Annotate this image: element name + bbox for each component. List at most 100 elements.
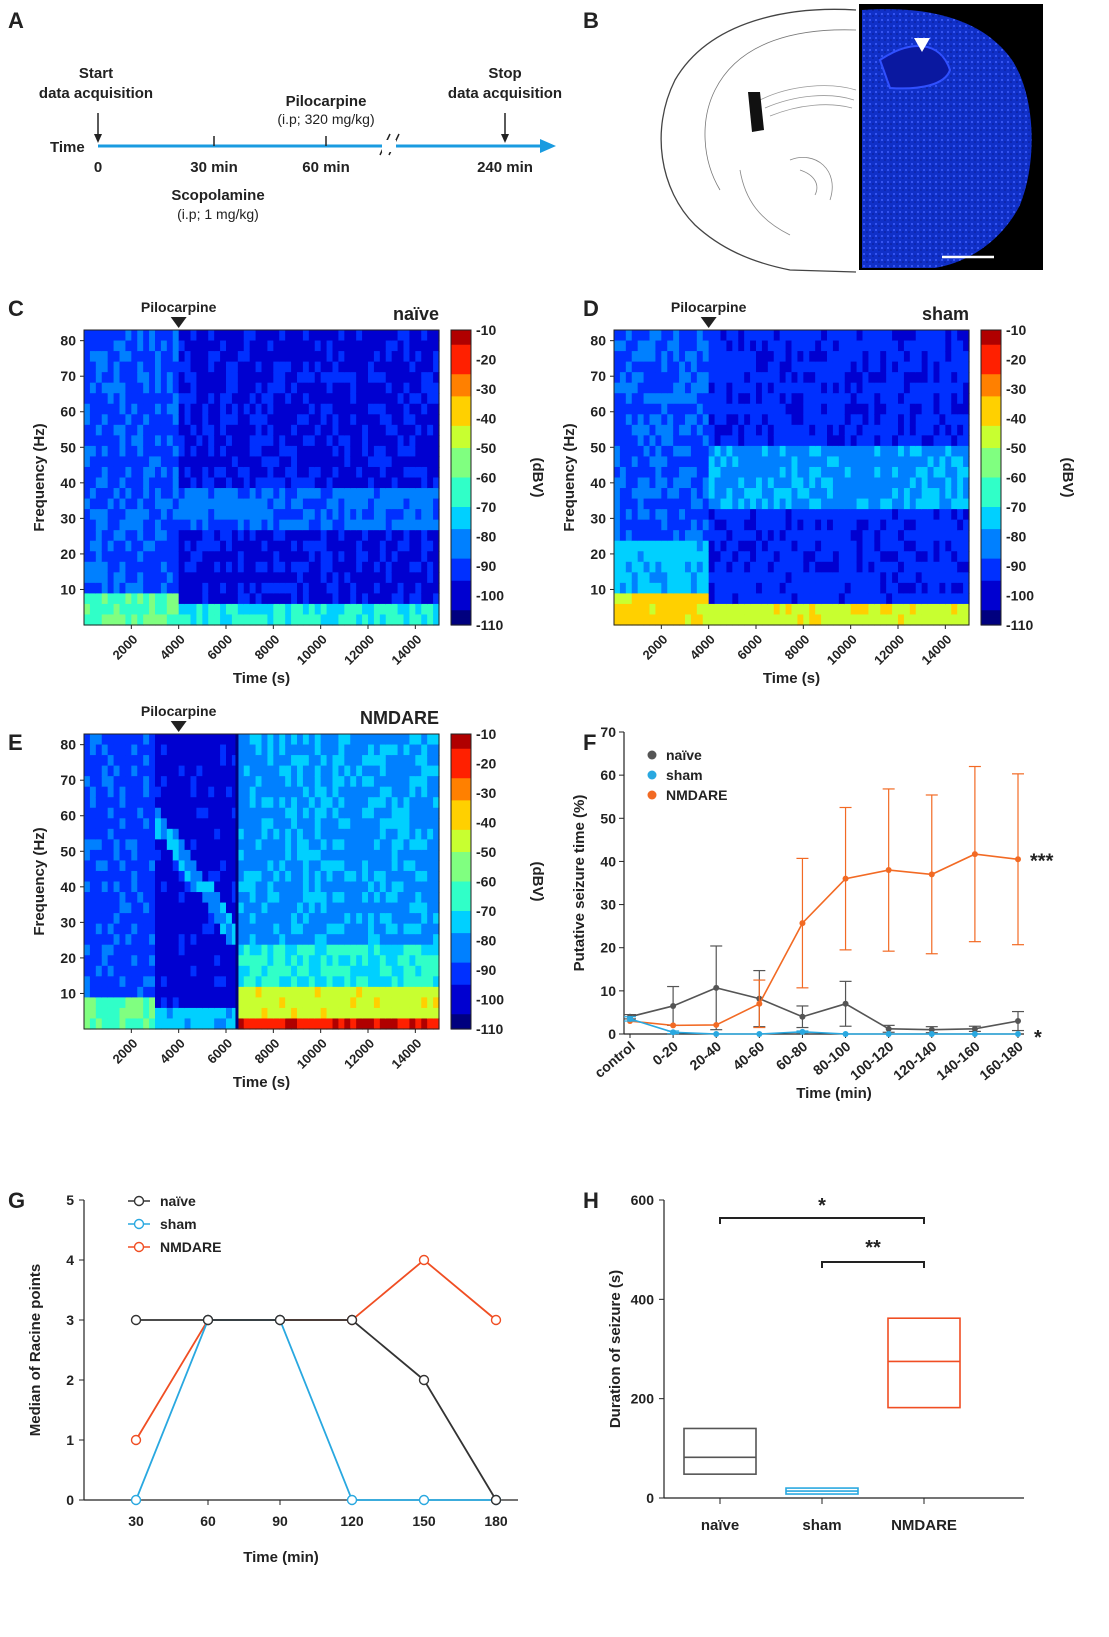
- spectrogram-cell: [750, 372, 757, 384]
- spectrogram-cell: [433, 340, 440, 352]
- spectrogram-cell: [237, 849, 245, 862]
- spectrogram-cell: [673, 498, 680, 510]
- spectrogram-cell: [338, 744, 345, 756]
- spectrogram-cell: [302, 744, 310, 756]
- start-label-line1: Start: [79, 65, 113, 82]
- spectrogram-cell: [409, 509, 416, 521]
- spectrogram-cell: [95, 734, 103, 746]
- spectrogram-cell: [184, 744, 192, 756]
- spectrogram-cell: [779, 509, 787, 521]
- spectrogram-cell: [957, 330, 964, 342]
- spectrogram-cell: [356, 593, 363, 605]
- spectrogram-cell: [350, 839, 357, 851]
- spectrogram-cell: [344, 530, 351, 542]
- colorbar-segment: [981, 366, 1001, 375]
- spectrogram-cell: [297, 403, 304, 415]
- spectrogram-cell: [291, 892, 298, 904]
- spectrogram-cell: [903, 403, 911, 415]
- spectrogram-cell: [137, 340, 144, 352]
- spectrogram-cell: [255, 744, 263, 756]
- spectrogram-cell: [915, 445, 923, 458]
- colorbar-segment: [451, 462, 471, 471]
- spectrogram-cell: [184, 839, 192, 851]
- spectrogram-cell: [631, 330, 639, 342]
- spectrogram-cell: [338, 923, 345, 935]
- spectrogram-cell: [821, 393, 828, 405]
- spectrogram-cell: [166, 351, 174, 363]
- spectrogram-cell: [160, 403, 168, 415]
- spectrogram-cell: [208, 1007, 215, 1020]
- spectrogram-cell: [874, 509, 881, 521]
- spectrogram-cell: [196, 776, 203, 788]
- spectrogram-cell: [202, 551, 209, 563]
- spectrogram-cell: [166, 997, 174, 1009]
- spectrogram-cell: [356, 976, 363, 988]
- spectrogram-cell: [166, 807, 174, 819]
- spectrogram-cell: [137, 986, 144, 998]
- spectrogram-cell: [149, 351, 156, 363]
- spectrogram-cell: [107, 393, 115, 405]
- spectrogram-cell: [326, 509, 334, 521]
- spectrogram-cell: [119, 1007, 127, 1020]
- spectrogram-cell: [89, 414, 97, 426]
- spectrogram-cell: [767, 603, 775, 616]
- spectrogram-cell: [696, 561, 704, 573]
- spectrogram-cell: [119, 913, 127, 925]
- spectrogram-cell: [732, 509, 739, 521]
- spectrogram-cell: [892, 540, 899, 552]
- spectrogram-cell: [744, 351, 751, 363]
- spectrogram-cell: [308, 913, 316, 925]
- spectrogram-cell: [844, 509, 852, 521]
- spectrogram-cell: [202, 530, 209, 542]
- spectrogram-cell: [909, 393, 917, 405]
- spectrogram-cell: [261, 477, 269, 489]
- spectrogram-cell: [827, 540, 834, 552]
- spectrogram-cell: [874, 372, 881, 384]
- spectrogram-cell: [915, 456, 923, 468]
- spectrogram-cell: [308, 414, 316, 426]
- spectrogram-cell: [326, 923, 334, 935]
- spectrogram-cell: [155, 955, 162, 967]
- spectrogram-cell: [391, 382, 399, 394]
- spectrogram-cell: [202, 456, 209, 468]
- spectrogram-cell: [89, 393, 97, 405]
- spectrogram-cell: [732, 361, 739, 373]
- spectrogram-cell: [208, 593, 215, 605]
- spectrogram-cell: [957, 530, 964, 542]
- spectrogram-cell: [379, 382, 387, 394]
- spectrogram-cell: [89, 849, 97, 862]
- spectrogram-cell: [868, 414, 875, 426]
- spectrogram-cell: [963, 414, 970, 426]
- spectrogram-cell: [373, 466, 381, 479]
- spectrogram-cell: [184, 424, 192, 436]
- spectrogram-cell: [237, 603, 245, 616]
- spectrogram-cell: [362, 561, 369, 573]
- spectrogram-cell: [160, 839, 168, 851]
- spectrogram-cell: [803, 414, 810, 426]
- spectrogram-cell: [137, 944, 144, 956]
- spectrogram-cell: [619, 593, 627, 605]
- spectrogram-cell: [326, 424, 334, 436]
- spectrogram-cell: [915, 561, 923, 573]
- spectrogram-cell: [397, 456, 405, 468]
- spectrogram-cell: [326, 849, 334, 862]
- spectrogram-cell: [827, 498, 834, 510]
- spectrogram-cell: [690, 593, 698, 605]
- spectrogram-cell: [350, 797, 357, 809]
- spectrogram-cell: [667, 540, 674, 552]
- spectrogram-cell: [131, 797, 138, 809]
- spectrogram-cell: [279, 393, 286, 405]
- spectrogram-cell: [314, 860, 322, 872]
- spectrogram-cell: [427, 488, 434, 500]
- spectrogram-cell: [803, 488, 810, 500]
- spectrogram-cell: [243, 849, 251, 862]
- spectrogram-cell: [797, 540, 804, 552]
- spectrogram-cell: [350, 614, 357, 626]
- spectrogram-cell: [155, 976, 162, 988]
- spectrogram-cell: [243, 1007, 251, 1020]
- spectrogram-cell: [892, 582, 899, 594]
- spectrogram-cell: [403, 551, 411, 563]
- spectrogram-cell: [95, 881, 103, 893]
- spectrogram-cell: [172, 330, 180, 342]
